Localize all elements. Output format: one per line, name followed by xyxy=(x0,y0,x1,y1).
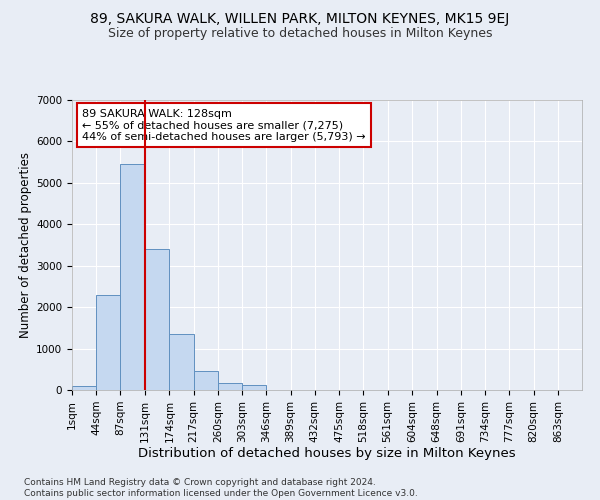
Text: Contains HM Land Registry data © Crown copyright and database right 2024.
Contai: Contains HM Land Registry data © Crown c… xyxy=(24,478,418,498)
Text: 89, SAKURA WALK, WILLEN PARK, MILTON KEYNES, MK15 9EJ: 89, SAKURA WALK, WILLEN PARK, MILTON KEY… xyxy=(91,12,509,26)
Bar xyxy=(145,249,169,390)
Bar xyxy=(72,386,96,390)
Bar xyxy=(218,383,242,390)
Y-axis label: Number of detached properties: Number of detached properties xyxy=(19,152,32,338)
Bar xyxy=(96,294,121,390)
Bar xyxy=(194,372,218,390)
Bar xyxy=(121,164,145,390)
Bar xyxy=(242,385,266,390)
Bar xyxy=(169,334,194,390)
Text: Distribution of detached houses by size in Milton Keynes: Distribution of detached houses by size … xyxy=(138,448,516,460)
Text: Size of property relative to detached houses in Milton Keynes: Size of property relative to detached ho… xyxy=(108,28,492,40)
Text: 89 SAKURA WALK: 128sqm
← 55% of detached houses are smaller (7,275)
44% of semi-: 89 SAKURA WALK: 128sqm ← 55% of detached… xyxy=(82,108,366,142)
